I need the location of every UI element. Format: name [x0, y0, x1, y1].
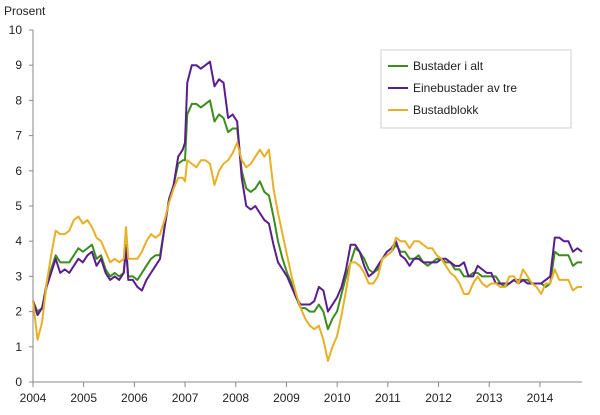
- y-tick-label: 3: [15, 269, 22, 283]
- series-layer: [32, 60, 583, 362]
- y-tick-label: 5: [15, 199, 22, 213]
- y-axis-unit-label: Prosent: [4, 4, 46, 18]
- legend-label-2: Einebustader av tre: [413, 81, 517, 95]
- y-tick-label: 6: [15, 164, 22, 178]
- x-tick-label: 2012: [425, 391, 452, 405]
- y-tick-label: 2: [15, 305, 22, 319]
- x-tick-label: 2008: [222, 391, 249, 405]
- legend-label-1: Bustader i alt: [413, 59, 484, 73]
- x-tick-label: 2013: [476, 391, 503, 405]
- x-tick-label: 2005: [70, 391, 97, 405]
- x-tick-label: 2011: [375, 391, 401, 405]
- x-tick-label: 2004: [20, 391, 47, 405]
- x-tick-label: 2009: [273, 391, 300, 405]
- series-line-1: [32, 99, 582, 331]
- y-tick-label: 1: [15, 340, 22, 354]
- series-line-2: [32, 60, 583, 317]
- x-axis: 2004 2005 2006 2007 2008 2009 2010 2011 2012 2013…: [20, 381, 582, 405]
- y-tick-label: 9: [15, 58, 22, 72]
- x-tick-label: 2014: [527, 391, 554, 405]
- y-tick-label: 10: [9, 23, 23, 37]
- legend: Bustader i alt Einebustader av tre Bustadb…: [380, 49, 572, 129]
- legend-label-3: Bustadblokk: [413, 103, 479, 117]
- y-tick-label: 4: [15, 234, 22, 248]
- x-tick-label: 2007: [172, 391, 199, 405]
- x-tick-label: 2010: [324, 391, 351, 405]
- y-tick-label: 7: [15, 129, 22, 143]
- y-tick-label: 8: [15, 93, 22, 107]
- y-tick-label: 0: [15, 375, 22, 389]
- legend-box: [380, 49, 572, 129]
- y-axis: 0 1 2 3 4 5 6 7 8 9 10: [9, 23, 34, 389]
- series-line-3: [32, 141, 582, 362]
- x-tick-label: 2006: [121, 391, 148, 405]
